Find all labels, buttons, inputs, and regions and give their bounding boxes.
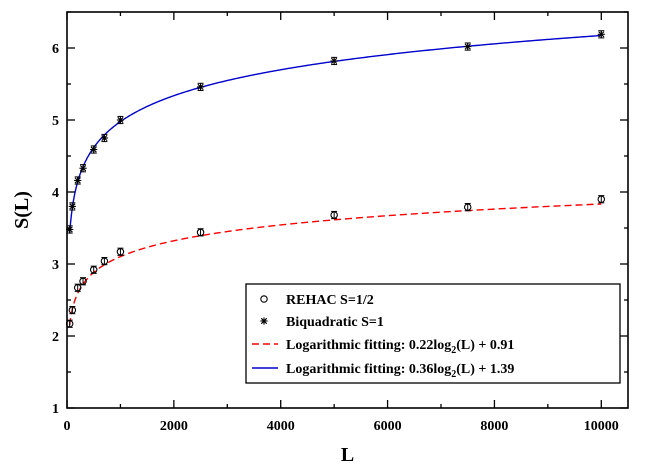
data-point-s0-7: [196, 228, 205, 237]
star-stroke: [90, 146, 97, 153]
circle-marker: [68, 306, 77, 314]
circle-marker: [116, 248, 125, 256]
legend-symbol-0: [260, 295, 268, 303]
x-tick-label: 2000: [160, 419, 188, 434]
circle-marker: [73, 284, 82, 292]
star-stroke: [598, 31, 605, 38]
y-tick-label: 5: [52, 114, 59, 129]
star-stroke: [117, 116, 124, 124]
legend-label-subscript: 2: [451, 369, 456, 380]
circle-marker: [463, 203, 472, 211]
circle-marker: [330, 211, 338, 219]
x-tick-label: 0: [64, 419, 71, 434]
data-point-s0-9: [463, 203, 472, 212]
star-stroke: [79, 165, 87, 172]
y-tick-label: 6: [52, 42, 59, 57]
y-tick-label: 4: [52, 186, 59, 201]
star-stroke: [74, 177, 81, 184]
data-point-s1-8: [330, 56, 338, 66]
data-point-s1-6: [116, 115, 125, 125]
star-stroke: [197, 83, 204, 90]
data-point-s1-4: [90, 145, 98, 154]
legend-label-text: Logarithmic fitting: 0.22log: [286, 338, 451, 353]
legend-symbol-1: [260, 317, 268, 325]
data-point-s1-5: [100, 133, 108, 143]
x-tick-label: 8000: [480, 419, 508, 434]
legend-box: [245, 283, 621, 384]
fit-lines: [68, 34, 602, 326]
legend-label-text: Logarithmic fitting: 0.36log: [286, 362, 451, 377]
data-point-s1-1: [68, 202, 76, 211]
y-tick-label: 2: [52, 330, 59, 345]
data-point-s1-7: [196, 82, 205, 91]
star-stroke: [69, 203, 76, 210]
x-axis-title: L: [341, 444, 354, 466]
data-point-s0-8: [330, 210, 338, 220]
legend-label-suffix: (L) + 0.91: [456, 338, 514, 353]
star-stroke: [331, 57, 338, 65]
x-tick-label: 6000: [374, 419, 402, 434]
data-point-s1-3: [79, 164, 87, 173]
data-point-s0-1: [68, 305, 77, 315]
plot-frame: [66, 11, 629, 409]
circle-marker: [79, 277, 87, 286]
data-point-s0-2: [73, 283, 82, 292]
legend-label-text: REHAC S=1/2: [286, 293, 374, 308]
x-tick-label: 4000: [267, 419, 295, 434]
circle-marker: [100, 257, 109, 265]
data-point-s0-5: [100, 257, 109, 266]
star-stroke: [66, 226, 73, 233]
legend-label-subscript: 2: [451, 345, 456, 356]
y-axis-title: S(L): [11, 191, 33, 229]
legend-label-suffix: (L) + 1.39: [456, 362, 514, 377]
y-tick-label: 3: [52, 258, 59, 273]
axis-ticks: [66, 11, 628, 409]
data-point-s0-3: [79, 277, 87, 286]
fit-line-3: [68, 34, 602, 234]
data-point-s1-10: [597, 30, 605, 39]
legend-label-3: Logarithmic fitting: 0.36log2(L) + 1.39: [286, 362, 514, 380]
data-point-s1-9: [464, 42, 472, 51]
star-stroke: [464, 43, 471, 50]
legend-label-text: Biquadratic S=1: [286, 315, 384, 330]
circle-marker: [597, 195, 606, 203]
x-tick-label: 10000: [584, 419, 619, 434]
data-point-s0-6: [116, 247, 125, 256]
legend-label-0: REHAC S=1/2: [286, 293, 374, 308]
circle-marker: [196, 228, 205, 237]
tick-labels: 0 2000 4000 6000 8000 10000 1 2 3 4 5 6: [52, 42, 619, 434]
data-point-s1-2: [74, 176, 82, 185]
circle-marker: [89, 266, 98, 274]
data-points: [65, 30, 606, 328]
legend: REHAC S=1/2 Biquadratic S=1 Logarithmic fi…: [245, 283, 621, 384]
legend-label-2: Logarithmic fitting: 0.22log2(L) + 0.91: [286, 338, 514, 356]
y-tick-label: 1: [52, 402, 59, 417]
fit-line-2: [68, 203, 602, 326]
legend-label-1: Biquadratic S=1: [286, 315, 384, 330]
star-stroke: [101, 134, 108, 142]
star-stroke: [260, 317, 268, 325]
data-point-s0-10: [597, 195, 606, 204]
data-point-s0-4: [89, 265, 98, 274]
circle-marker: [260, 295, 268, 303]
